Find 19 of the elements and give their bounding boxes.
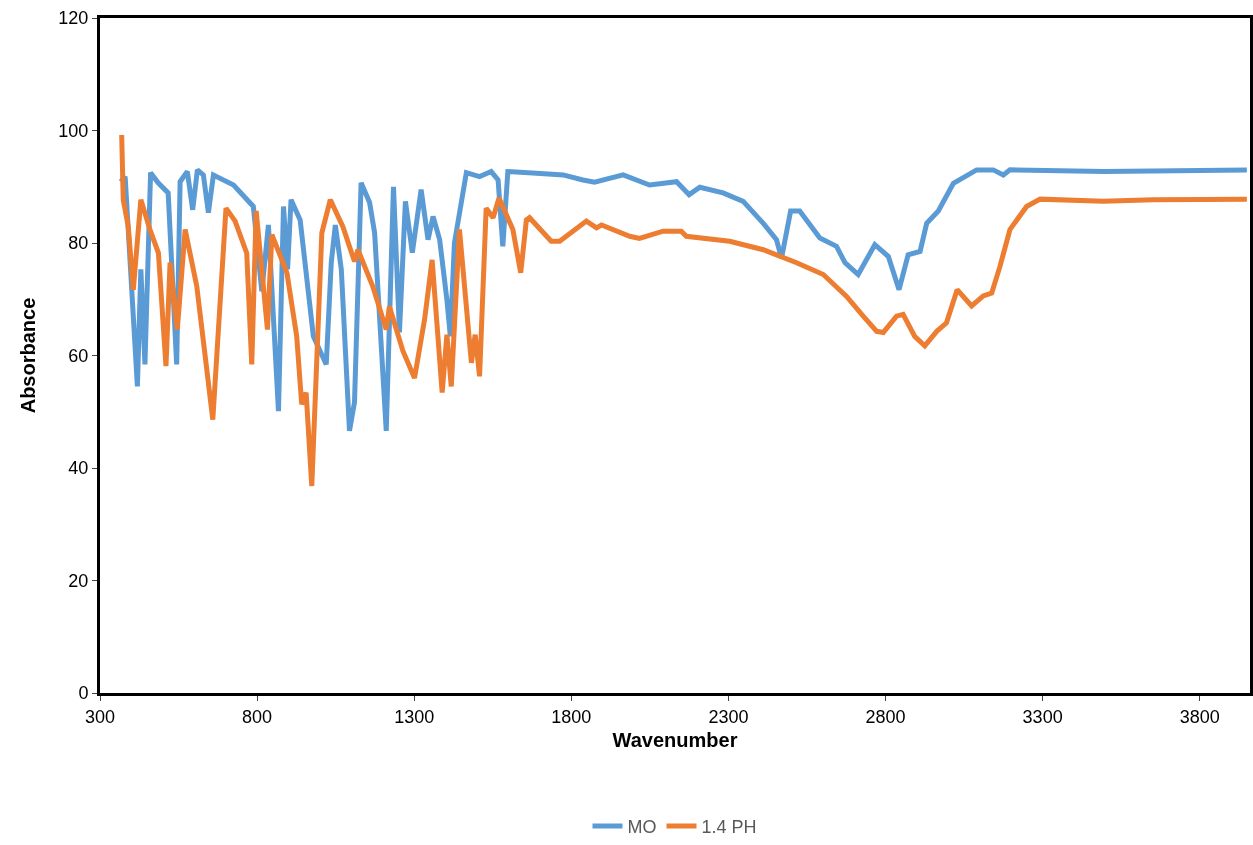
x-tick-label: 800 [242, 706, 273, 727]
y-axis-title: Absorbance [16, 297, 39, 414]
x-tick-label: 2800 [865, 706, 906, 727]
y-tick-label: 100 [58, 120, 89, 141]
x-tick-label: 3300 [1022, 706, 1063, 727]
y-tick-label: 60 [68, 345, 89, 366]
y-tick-label: 40 [68, 458, 89, 479]
x-axis-title: Wavenumber [612, 729, 738, 752]
y-tick-label: 0 [78, 683, 89, 704]
x-tick-label: 300 [84, 706, 116, 727]
y-tick-label: 120 [58, 8, 89, 29]
x-tick-label: 1800 [551, 706, 592, 727]
legend-label: 1.4 PH [701, 816, 757, 837]
legend-label: MO [627, 816, 657, 837]
x-tick-label: 1300 [394, 706, 435, 727]
y-tick-label: 80 [68, 233, 89, 254]
y-tick-label: 20 [68, 570, 89, 591]
x-tick-label: 2300 [708, 706, 749, 727]
x-tick-label: 3800 [1179, 706, 1220, 727]
